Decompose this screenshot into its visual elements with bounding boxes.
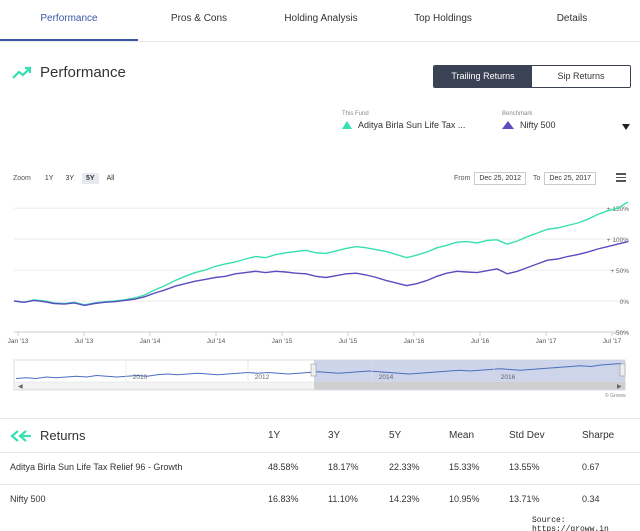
x-tick-label: Jul '13 (75, 338, 94, 345)
navigator-scroll-thumb[interactable] (314, 382, 625, 389)
y-tick-label: + 100% (607, 237, 629, 244)
table-divider (0, 452, 640, 453)
cell-5y: 14.23% (389, 494, 420, 504)
tab-pros-cons[interactable]: Pros & Cons (170, 13, 228, 24)
col-header-std-dev: Std Dev (509, 430, 545, 441)
performance-header: Performance (12, 64, 126, 81)
navigator-year-label: 2010 (133, 374, 148, 381)
col-header-3y: 3Y (328, 430, 341, 441)
cell-3y: 11.10% (328, 494, 358, 504)
y-tick-label: + 50% (610, 268, 629, 275)
benchmark-name: Nifty 500 (520, 120, 556, 130)
navigator-year-label: 2012 (255, 374, 270, 381)
x-tick-label: Jan '14 (140, 338, 161, 345)
cell-std-dev: 13.55% (509, 462, 540, 472)
col-header-mean: Mean (449, 430, 475, 441)
date-range: From Dec 25, 2012 To Dec 25, 2017 (454, 172, 597, 185)
x-tick-label: Jan '16 (404, 338, 425, 345)
from-label: From (454, 175, 471, 182)
tab-holding-analysis[interactable]: Holding Analysis (284, 13, 358, 24)
performance-title: Performance (40, 64, 126, 81)
cell-std-dev: 13.71% (509, 494, 540, 504)
benchmark-caption: Benchmark (502, 111, 533, 117)
trailing-returns-button[interactable]: Trailing Returns (434, 66, 532, 87)
scroll-left-arrow-icon[interactable]: ◀ (18, 384, 23, 390)
col-header-sharpe: Sharpe (582, 430, 615, 441)
returns-type-toggle: Trailing Returns Sip Returns (433, 65, 631, 88)
cell-mean: 15.33% (449, 462, 480, 472)
navigator-series-line (15, 363, 622, 380)
cell-1y: 16.83% (268, 494, 299, 504)
cell-sharpe: 0.67 (582, 462, 600, 472)
navigator-year-label: 2016 (501, 374, 516, 381)
navigator-year-label: 2014 (379, 374, 394, 381)
benchmark-selector[interactable]: Benchmark Nifty 500 (502, 111, 556, 130)
y-tick-label: -50% (614, 330, 629, 337)
cell-5y: 22.33% (389, 462, 420, 472)
benchmark-series-line (13, 240, 629, 307)
row-fund-name: Aditya Birla Sun Life Tax Relief 96 - Gr… (10, 462, 183, 472)
benchmark-dropdown-icon[interactable] (622, 124, 630, 130)
tab-bar: Performance Pros & Cons Holding Analysis… (0, 0, 640, 42)
from-date-input[interactable]: Dec 25, 2012 (474, 172, 526, 185)
benchmark-legend-icon (502, 121, 514, 129)
fund-name: Aditya Birla Sun Life Tax ... (358, 120, 466, 130)
fund-caption: This Fund (342, 111, 369, 117)
cell-mean: 10.95% (449, 494, 480, 504)
cell-1y: 48.58% (268, 462, 299, 472)
zoom-1y-button[interactable]: 1Y (44, 175, 54, 182)
col-header-1y: 1Y (268, 430, 281, 441)
returns-header: Returns (10, 428, 86, 443)
tab-details[interactable]: Details (556, 13, 588, 24)
navigator-right-handle[interactable] (619, 363, 626, 377)
sip-returns-button[interactable]: Sip Returns (532, 66, 630, 87)
cell-3y: 18.17% (328, 462, 359, 472)
to-label: To (533, 175, 541, 182)
cell-sharpe: 0.34 (582, 494, 600, 504)
scroll-right-arrow-icon[interactable]: ▶ (617, 384, 622, 390)
to-date-input[interactable]: Dec 25, 2017 (544, 172, 597, 185)
row-fund-name: Nifty 500 (10, 494, 46, 504)
chart-credit: © Groww (605, 392, 626, 399)
x-tick-label: Jul '15 (339, 338, 358, 345)
y-tick-label: 0% (620, 299, 630, 306)
x-tick-label: Jul '17 (603, 338, 622, 345)
navigator-left-handle[interactable] (310, 363, 317, 377)
x-tick-label: Jul '16 (471, 338, 490, 345)
trending-up-icon (12, 66, 32, 79)
section-divider (0, 418, 640, 419)
tab-performance[interactable]: Performance (0, 0, 138, 41)
performance-chart: Jan '13 Jul '13 Jan '14 Jul '14 Jan '15 Jul '… (8, 201, 630, 345)
tab-top-holdings[interactable]: Top Holdings (414, 13, 472, 24)
zoom-label: Zoom (13, 175, 31, 182)
double-chevron-left-icon (10, 429, 31, 442)
fund-legend-icon (342, 121, 352, 129)
zoom-5y-button[interactable]: 5Y (82, 173, 99, 184)
range-navigator[interactable]: 2010 2012 2014 2016 ◀ ▶ © Groww (0, 356, 640, 400)
returns-title: Returns (40, 428, 86, 443)
source-credit: Source: https://groww.in (532, 516, 609, 531)
chart-menu-icon[interactable] (616, 173, 626, 184)
col-header-5y: 5Y (389, 430, 402, 441)
y-tick-label: + 150% (607, 206, 629, 213)
fund-series-line (13, 201, 629, 306)
zoom-3y-button[interactable]: 3Y (65, 175, 75, 182)
table-divider (0, 484, 640, 485)
x-tick-label: Jan '15 (272, 338, 293, 345)
fund-selector[interactable]: This Fund Aditya Birla Sun Life Tax ... (342, 111, 465, 130)
x-tick-label: Jan '13 (8, 338, 29, 345)
zoom-controls: Zoom 1Y 3Y 5Y All (13, 173, 118, 184)
x-tick-label: Jul '14 (207, 338, 226, 345)
zoom-all-button[interactable]: All (106, 175, 115, 182)
x-tick-label: Jan '17 (536, 338, 557, 345)
